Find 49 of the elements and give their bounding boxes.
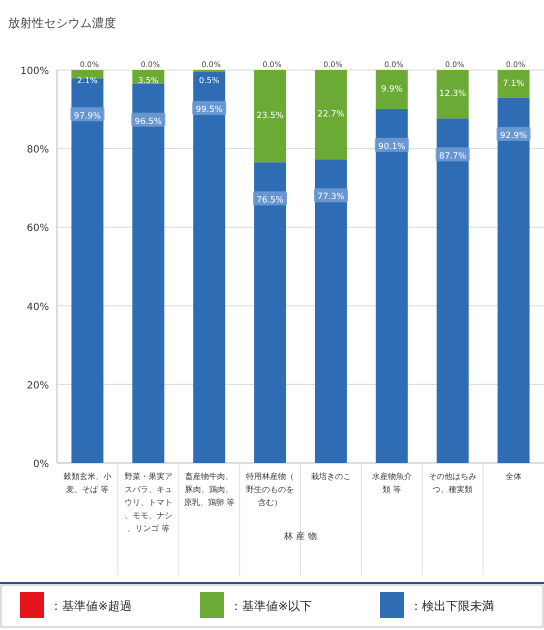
data-label: 76.5% [256,195,284,206]
x-tick-label: 水産物魚介類 等 [372,472,412,494]
bar [436,70,469,118]
y-tick-label: 0% [33,459,49,470]
bar [436,118,469,463]
data-label: 22.7% [317,110,344,120]
bar [71,78,104,463]
data-label: 77.3% [317,192,344,202]
data-label: 0.5% [199,76,220,85]
bar [376,108,408,463]
bar [498,98,530,463]
x-tick-label: その他はちみつ、種実類 [428,472,477,494]
bar [314,70,347,160]
y-tick-label: 20% [26,380,49,392]
y-tick-label: 60% [26,223,49,234]
x-tick-label: 畜産物牛肉、豚肉、鶏肉、原乳、鶏卵 等 [184,472,234,507]
data-label: 9.9% [381,84,403,94]
data-label: 92.9% [500,130,528,141]
x-tick-label: 野菜・果実アスパラ、キュウリ、トマト、モモ、ナシ、リンゴ 等 [124,472,172,533]
legend-label: ：基準値※超過 [50,599,132,613]
legend-label: ：基準値※以下 [230,599,312,613]
bar [132,84,164,463]
x-tick-label: 特用林産物（野生のものを含む） [246,472,294,507]
bar [376,70,408,109]
data-label: 2.1% [77,76,98,85]
data-label: 23.5% [256,111,284,122]
data-label: 3.5% [138,76,159,85]
bar [498,70,530,98]
data-label: 87.7% [439,151,466,162]
x-tick-label: 全体 [506,472,522,481]
data-label: 90.1% [378,142,406,152]
y-tick-label: 40% [26,302,49,313]
bar [254,162,286,463]
text: 林 産 物 [283,531,317,542]
data-label: 12.3% [439,89,466,100]
legend-label: ：検出下限未満 [410,599,494,613]
data-label: 99.5% [196,104,223,115]
bar [254,70,286,162]
data-label: 7.1% [502,78,524,89]
bar [193,72,226,463]
data-label: 96.5% [134,116,162,127]
chart-title: 放射性セシウム濃度 [8,16,116,30]
y-tick-label: 100% [20,66,49,77]
data-label: 97.9% [74,111,101,122]
y-tick-label: 80% [26,144,49,156]
x-tick-label: 穀類玄米、小麦、そば 等 [63,472,112,494]
bar [71,70,104,78]
bar [314,159,347,463]
x-tick-label: 栽培きのこ [310,472,351,481]
